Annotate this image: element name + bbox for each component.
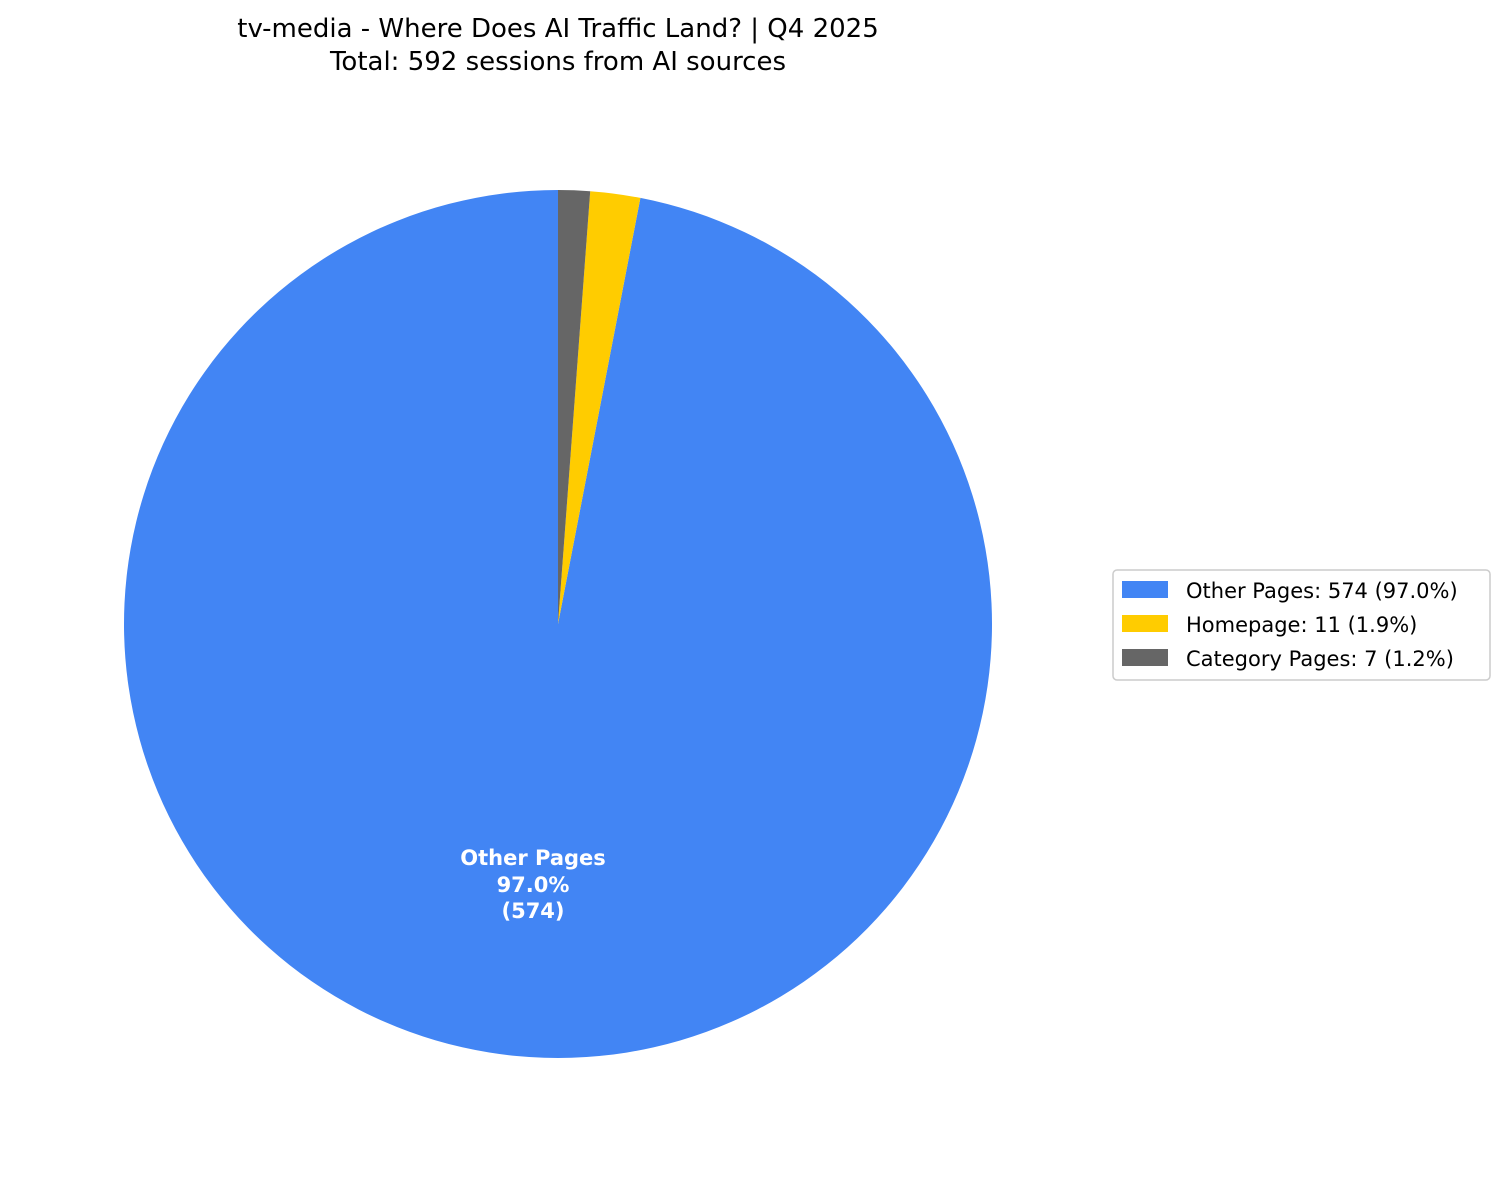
slice-label-name: Other Pages [460, 846, 606, 870]
legend-swatch-other-pages [1122, 581, 1168, 598]
legend-item-other-pages: Other Pages: 574 (97.0%) [1186, 579, 1458, 603]
legend-swatch-homepage [1122, 615, 1168, 632]
pie-slice-category-pages [558, 190, 591, 624]
pie-slices [123, 190, 992, 1058]
pie-slice-homepage [558, 191, 641, 625]
chart-title: tv-media - Where Does AI Traffic Land? |… [237, 14, 878, 44]
slice-label-percent: 97.0% [497, 873, 570, 897]
legend-frame [1112, 569, 1491, 681]
pie-slice-other-pages [123, 190, 992, 1058]
slice-label-count: (574) [501, 899, 564, 923]
legend: Other Pages: 574 (97.0%) Homepage: 11 (1… [1112, 569, 1491, 681]
legend-item-homepage: Homepage: 11 (1.9%) [1186, 613, 1417, 637]
legend-swatch-category-pages [1122, 649, 1168, 666]
chart-subtitle: Total: 592 sessions from AI sources [329, 47, 786, 77]
legend-item-category-pages: Category Pages: 7 (1.2%) [1186, 647, 1454, 671]
